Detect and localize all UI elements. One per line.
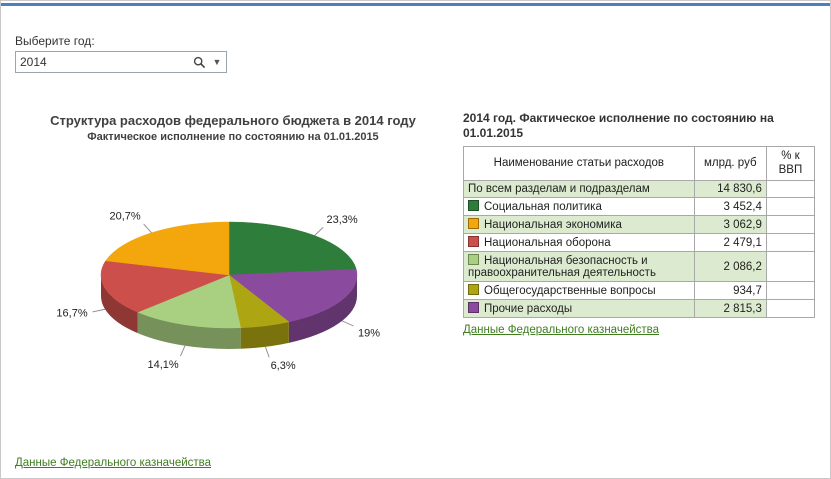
row-value: 3 452,4	[693, 197, 767, 216]
search-icon[interactable]	[190, 52, 208, 72]
pie-chart-block: Структура расходов федерального бюджета …	[7, 113, 459, 412]
year-select-label: Выберите год:	[15, 34, 95, 48]
pie-slice-label: 6,3%	[271, 360, 296, 372]
pie-slice[interactable]	[137, 274, 241, 329]
row-color-swatch	[468, 254, 479, 265]
row-color-swatch	[468, 284, 479, 295]
row-name-cell: Общегосударственные вопросы	[463, 281, 695, 300]
pie-slice-label: 14,1%	[148, 359, 179, 371]
table-row: Общегосударственные вопросы 934,7	[463, 281, 816, 300]
chart-title: Структура расходов федерального бюджета …	[50, 113, 416, 128]
table-heading: 2014 год. Фактическое исполнение по сост…	[463, 111, 774, 140]
row-name-cell: Социальная политика	[463, 197, 695, 216]
row-name-cell: По всем разделам и подразделам	[463, 180, 695, 198]
row-value: 934,7	[693, 281, 767, 300]
row-name-cell: Прочие расходы	[463, 299, 695, 318]
row-vvp	[765, 215, 816, 234]
row-name: Общегосударственные вопросы	[484, 285, 656, 297]
pie-slice-label: 20,7%	[109, 211, 140, 223]
row-name: Прочие расходы	[484, 303, 573, 315]
pie-label-leader-line	[143, 223, 152, 234]
pie-slice-label: 16,7%	[56, 308, 87, 320]
pie-slice-side	[101, 275, 138, 334]
pie-label-leader-line	[265, 346, 270, 358]
pie-slice-side	[240, 321, 289, 349]
row-color-swatch	[468, 302, 479, 313]
pie-chart: 23,3% 19% 6,3% 14,1% 16,7% 20,7%	[56, 211, 380, 373]
budget-table-block: 2014 год. Фактическое исполнение по сост…	[463, 111, 821, 338]
table-row: Социальная политика 3 452,4	[463, 197, 816, 216]
column-header-value: млрд. руб	[693, 146, 767, 181]
top-accent-bar	[1, 3, 830, 6]
pie-slice-label: 23,3%	[326, 214, 357, 226]
table-header-row: Наименование статьи расходов млрд. руб %…	[463, 146, 816, 181]
table-row: Национальная безопасность и правоохранит…	[463, 251, 816, 282]
row-color-swatch	[468, 200, 479, 211]
row-color-swatch	[468, 218, 479, 229]
row-name: Национальная оборона	[484, 237, 611, 249]
pie-label-leader-line	[92, 308, 106, 313]
table-source-link[interactable]: Данные Федерального казначейства	[463, 324, 660, 336]
row-name: Национальная экономика	[484, 219, 622, 231]
row-value: 14 830,6	[693, 180, 767, 198]
budget-table: Наименование статьи расходов млрд. руб %…	[463, 146, 816, 318]
table-row: Национальная экономика 3 062,9	[463, 215, 816, 234]
row-vvp	[765, 299, 816, 318]
pie-label-leader-line	[180, 345, 186, 357]
row-vvp	[765, 180, 816, 198]
year-input[interactable]	[16, 53, 190, 71]
pie-slice-side	[288, 275, 357, 343]
row-name-cell: Национальная оборона	[463, 233, 695, 252]
table-row: Национальная оборона 2 479,1	[463, 233, 816, 252]
pie-slice[interactable]	[228, 221, 357, 276]
pie-slice-label: 19%	[358, 327, 380, 339]
row-value: 2 086,2	[693, 251, 767, 282]
pie-slice[interactable]	[228, 269, 358, 323]
chevron-down-icon[interactable]: ▼	[212, 57, 222, 67]
pie-label-leader-line	[341, 320, 354, 327]
row-color-swatch	[468, 236, 479, 247]
chart-source-link[interactable]: Данные Федерального казначейства	[15, 457, 212, 469]
row-name: По всем разделам и подразделам	[468, 183, 650, 195]
row-value: 2 479,1	[693, 233, 767, 252]
chart-source-link-wrap: Данные Федерального казначейства	[15, 453, 211, 471]
pie-slice[interactable]	[100, 260, 230, 313]
row-value: 3 062,9	[693, 215, 767, 234]
chart-subtitle: Фактическое исполнение по состоянию на 0…	[87, 131, 379, 143]
table-row: По всем разделам и подразделам 14 830,6	[463, 180, 816, 198]
year-combobox[interactable]: ▼	[15, 51, 227, 73]
pie-label-leader-line	[314, 227, 324, 236]
row-vvp	[765, 197, 816, 216]
row-name-cell: Национальная экономика	[463, 215, 695, 234]
column-header-name: Наименование статьи расходов	[463, 146, 695, 181]
row-name: Социальная политика	[484, 201, 602, 213]
pie-slice-side	[137, 312, 241, 349]
table-row: Прочие расходы 2 815,3	[463, 299, 816, 318]
row-vvp	[765, 251, 816, 282]
row-vvp	[765, 281, 816, 300]
column-header-vvp: % к ВВП	[765, 146, 816, 181]
row-name: Национальная безопасность и правоохранит…	[468, 255, 656, 279]
table-source-link-wrap: Данные Федерального казначейства	[463, 320, 821, 338]
row-value: 2 815,3	[693, 299, 767, 318]
row-name-cell: Национальная безопасность и правоохранит…	[463, 251, 695, 282]
row-vvp	[765, 233, 816, 252]
pie-slice[interactable]	[105, 221, 230, 276]
